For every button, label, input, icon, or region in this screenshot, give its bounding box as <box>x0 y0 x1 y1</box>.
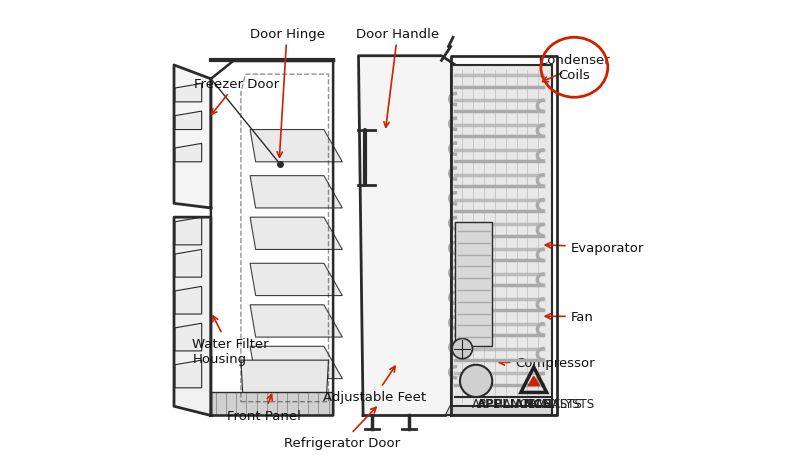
Polygon shape <box>241 360 329 402</box>
Text: Water Filter
Housing: Water Filter Housing <box>193 316 269 365</box>
FancyBboxPatch shape <box>450 66 552 407</box>
Polygon shape <box>175 287 202 314</box>
Polygon shape <box>174 66 211 208</box>
Polygon shape <box>175 360 202 388</box>
Polygon shape <box>250 264 342 296</box>
Text: Door Hinge: Door Hinge <box>250 27 325 158</box>
Text: APPLIANCEANALYSTS: APPLIANCEANALYSTS <box>472 397 595 410</box>
Text: Door Handle: Door Handle <box>356 27 439 128</box>
Polygon shape <box>175 250 202 277</box>
Polygon shape <box>528 376 539 386</box>
Text: Freezer Door: Freezer Door <box>194 78 279 115</box>
Polygon shape <box>250 305 342 338</box>
Polygon shape <box>446 397 552 416</box>
Circle shape <box>452 339 473 359</box>
Text: Compressor: Compressor <box>499 356 595 369</box>
Polygon shape <box>174 218 211 416</box>
Circle shape <box>460 365 492 397</box>
Polygon shape <box>175 112 202 130</box>
Polygon shape <box>358 56 455 416</box>
Polygon shape <box>175 324 202 351</box>
Text: ANALYSTS: ANALYSTS <box>524 397 583 410</box>
Polygon shape <box>250 130 342 163</box>
Polygon shape <box>175 84 202 103</box>
FancyBboxPatch shape <box>211 393 333 416</box>
Polygon shape <box>250 176 342 208</box>
Polygon shape <box>250 347 342 379</box>
Polygon shape <box>175 144 202 163</box>
Polygon shape <box>250 218 342 250</box>
Text: Fan: Fan <box>546 310 594 323</box>
Text: Front Panel: Front Panel <box>227 394 301 422</box>
Text: Condenser
Coils: Condenser Coils <box>538 54 610 82</box>
Text: Adjustable Feet: Adjustable Feet <box>323 367 426 403</box>
Text: APPLIANCE: APPLIANCE <box>477 397 551 410</box>
FancyBboxPatch shape <box>455 222 492 347</box>
Text: Refrigerator Door: Refrigerator Door <box>284 407 401 449</box>
Polygon shape <box>175 218 202 245</box>
Text: Evaporator: Evaporator <box>546 241 644 254</box>
